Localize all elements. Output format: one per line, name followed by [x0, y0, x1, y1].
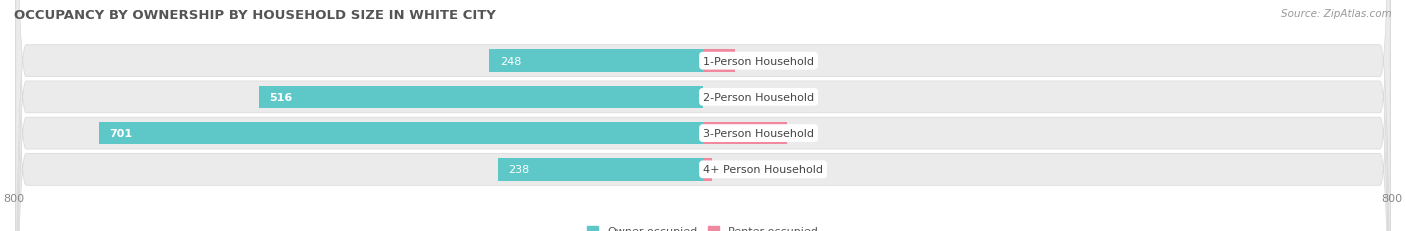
- Bar: [703, 122, 787, 145]
- Text: 10: 10: [721, 165, 735, 175]
- FancyBboxPatch shape: [15, 0, 1391, 231]
- Bar: [703, 50, 735, 73]
- Text: 1-Person Household: 1-Person Household: [703, 56, 814, 66]
- Text: OCCUPANCY BY OWNERSHIP BY HOUSEHOLD SIZE IN WHITE CITY: OCCUPANCY BY OWNERSHIP BY HOUSEHOLD SIZE…: [14, 9, 496, 22]
- Bar: [100, 122, 703, 145]
- Bar: [259, 86, 703, 109]
- FancyBboxPatch shape: [15, 0, 1391, 231]
- Text: 701: 701: [110, 128, 132, 139]
- Legend: Owner-occupied, Renter-occupied: Owner-occupied, Renter-occupied: [582, 221, 824, 231]
- Text: 2-Person Household: 2-Person Household: [703, 92, 814, 103]
- Text: 238: 238: [509, 165, 530, 175]
- Bar: [703, 158, 711, 181]
- Text: 37: 37: [745, 56, 759, 66]
- Text: 3-Person Household: 3-Person Household: [703, 128, 814, 139]
- Text: 98: 98: [797, 128, 813, 139]
- Text: 0: 0: [713, 92, 720, 103]
- Text: Source: ZipAtlas.com: Source: ZipAtlas.com: [1281, 9, 1392, 19]
- FancyBboxPatch shape: [15, 0, 1391, 231]
- Bar: [489, 50, 703, 73]
- Bar: [498, 158, 703, 181]
- Text: 4+ Person Household: 4+ Person Household: [703, 165, 823, 175]
- Text: 516: 516: [269, 92, 292, 103]
- Text: 248: 248: [499, 56, 522, 66]
- FancyBboxPatch shape: [15, 0, 1391, 231]
